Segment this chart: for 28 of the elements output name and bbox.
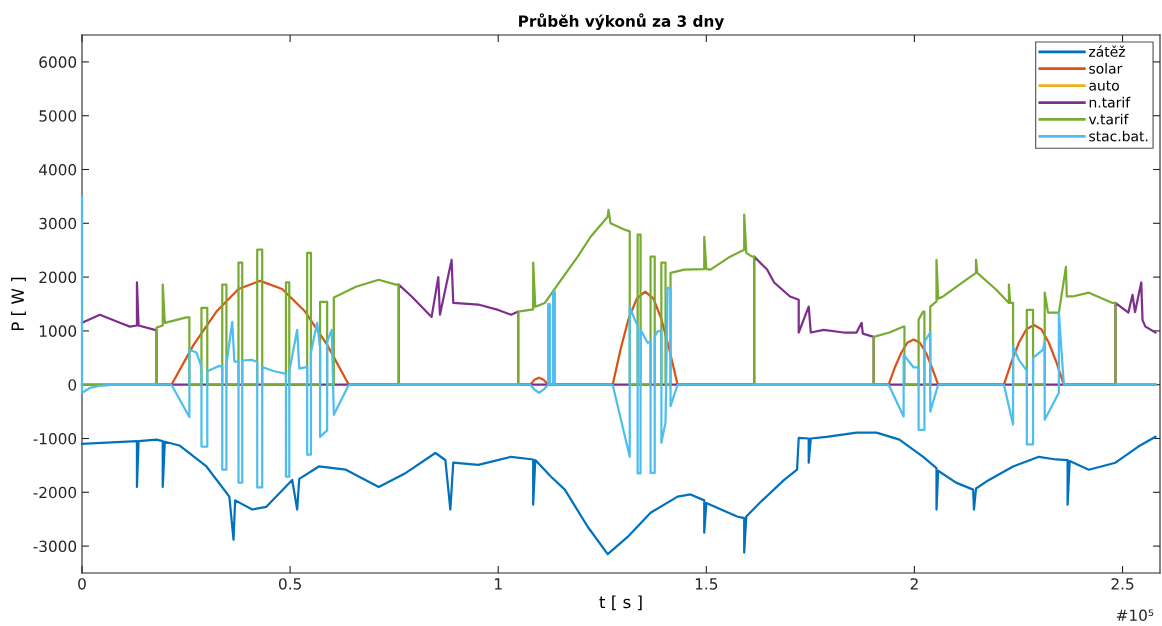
x-tick-label: 0.5 bbox=[278, 578, 301, 590]
legend-label: auto bbox=[1089, 80, 1119, 91]
y-tick-label: 0 bbox=[68, 379, 77, 391]
y-tick-label: -1000 bbox=[33, 432, 77, 445]
x-axis-title: t [ s ] bbox=[599, 595, 642, 611]
legend-label: solar bbox=[1089, 63, 1123, 74]
legend-label: n.tarif bbox=[1089, 96, 1131, 108]
text: #10⁵ bbox=[1116, 609, 1154, 622]
legend-label: stac.bat. bbox=[1089, 130, 1148, 142]
chart-title: Průběh výkonů za 3 dny bbox=[519, 13, 725, 30]
y-tick-label: 4000 bbox=[39, 163, 77, 176]
legend-label: v.tarif bbox=[1088, 113, 1129, 125]
y-tick-label: 5000 bbox=[39, 110, 77, 122]
line-series bbox=[80, 431, 1157, 556]
x-tick-label: 0 bbox=[78, 578, 86, 590]
y-tick-label: 1000 bbox=[39, 325, 77, 337]
x-tick-label: 1.5 bbox=[695, 578, 718, 590]
y-tick-label: 2000 bbox=[39, 271, 77, 284]
y-tick-label: -3000 bbox=[33, 540, 77, 553]
y-tick-label: 6000 bbox=[39, 56, 77, 68]
x-tick-label: 2.5 bbox=[1111, 578, 1134, 590]
x-tick-label: 2 bbox=[910, 578, 918, 590]
y-tick-label: 3000 bbox=[39, 217, 77, 230]
y-axis-title: P [ W ] bbox=[11, 277, 26, 331]
line-series bbox=[80, 195, 1157, 489]
y-tick-label: -2000 bbox=[33, 486, 77, 499]
legend-label: zátěž bbox=[1089, 45, 1125, 57]
x-tick-label: 1 bbox=[495, 578, 502, 590]
